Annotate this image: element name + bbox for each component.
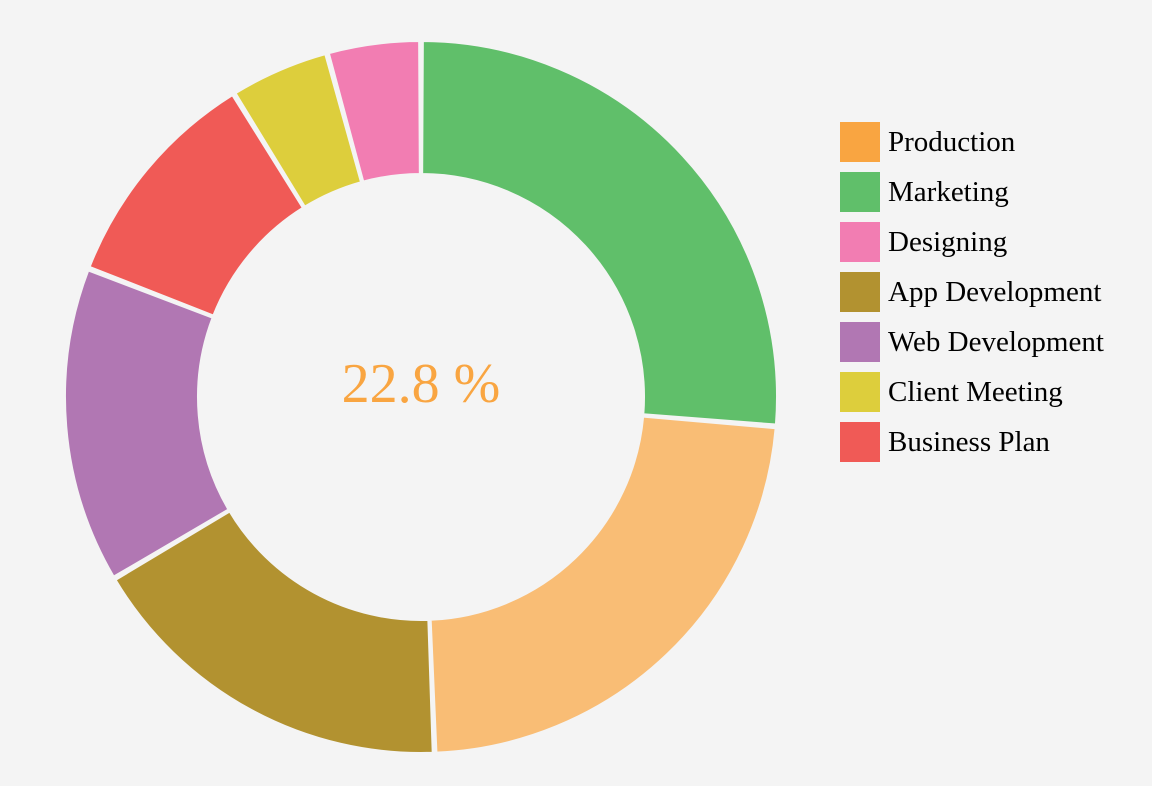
legend-label-web-development: Web Development	[888, 325, 1104, 358]
slice-client-meeting[interactable]	[234, 52, 363, 209]
legend-label-app-development: App Development	[888, 275, 1102, 308]
legend-label-production: Production	[888, 125, 1016, 158]
legend-item-marketing[interactable]: Marketing	[840, 167, 1104, 217]
legend-swatch-web-development	[840, 322, 880, 362]
legend-item-web-development[interactable]: Web Development	[840, 317, 1104, 367]
slice-production[interactable]	[429, 415, 777, 754]
legend-swatch-app-development	[840, 272, 880, 312]
legend-item-production[interactable]: Production	[840, 117, 1104, 167]
legend-swatch-production	[840, 122, 880, 162]
legend-swatch-business-plan	[840, 422, 880, 462]
legend-label-business-plan: Business Plan	[888, 425, 1050, 458]
slice-web-development[interactable]	[64, 269, 230, 579]
donut-slices	[64, 39, 778, 754]
legend-swatch-designing	[840, 222, 880, 262]
legend-swatch-marketing	[840, 172, 880, 212]
legend-label-designing: Designing	[888, 225, 1008, 258]
legend-label-marketing: Marketing	[888, 175, 1009, 208]
chart-legend: Production Marketing Designing App Developm…	[840, 117, 1104, 467]
legend-item-app-development[interactable]: App Development	[840, 267, 1104, 317]
legend-swatch-client-meeting	[840, 372, 880, 412]
legend-label-client-meeting: Client Meeting	[888, 375, 1063, 408]
legend-item-designing[interactable]: Designing	[840, 217, 1104, 267]
legend-item-client-meeting[interactable]: Client Meeting	[840, 367, 1104, 417]
slice-marketing[interactable]	[421, 39, 778, 426]
center-percentage-label: 22.8 %	[342, 353, 501, 415]
slice-business-plan[interactable]	[88, 93, 305, 317]
legend-item-business-plan[interactable]: Business Plan	[840, 417, 1104, 467]
slice-app-development[interactable]	[114, 510, 434, 754]
slice-designing[interactable]	[327, 39, 421, 183]
